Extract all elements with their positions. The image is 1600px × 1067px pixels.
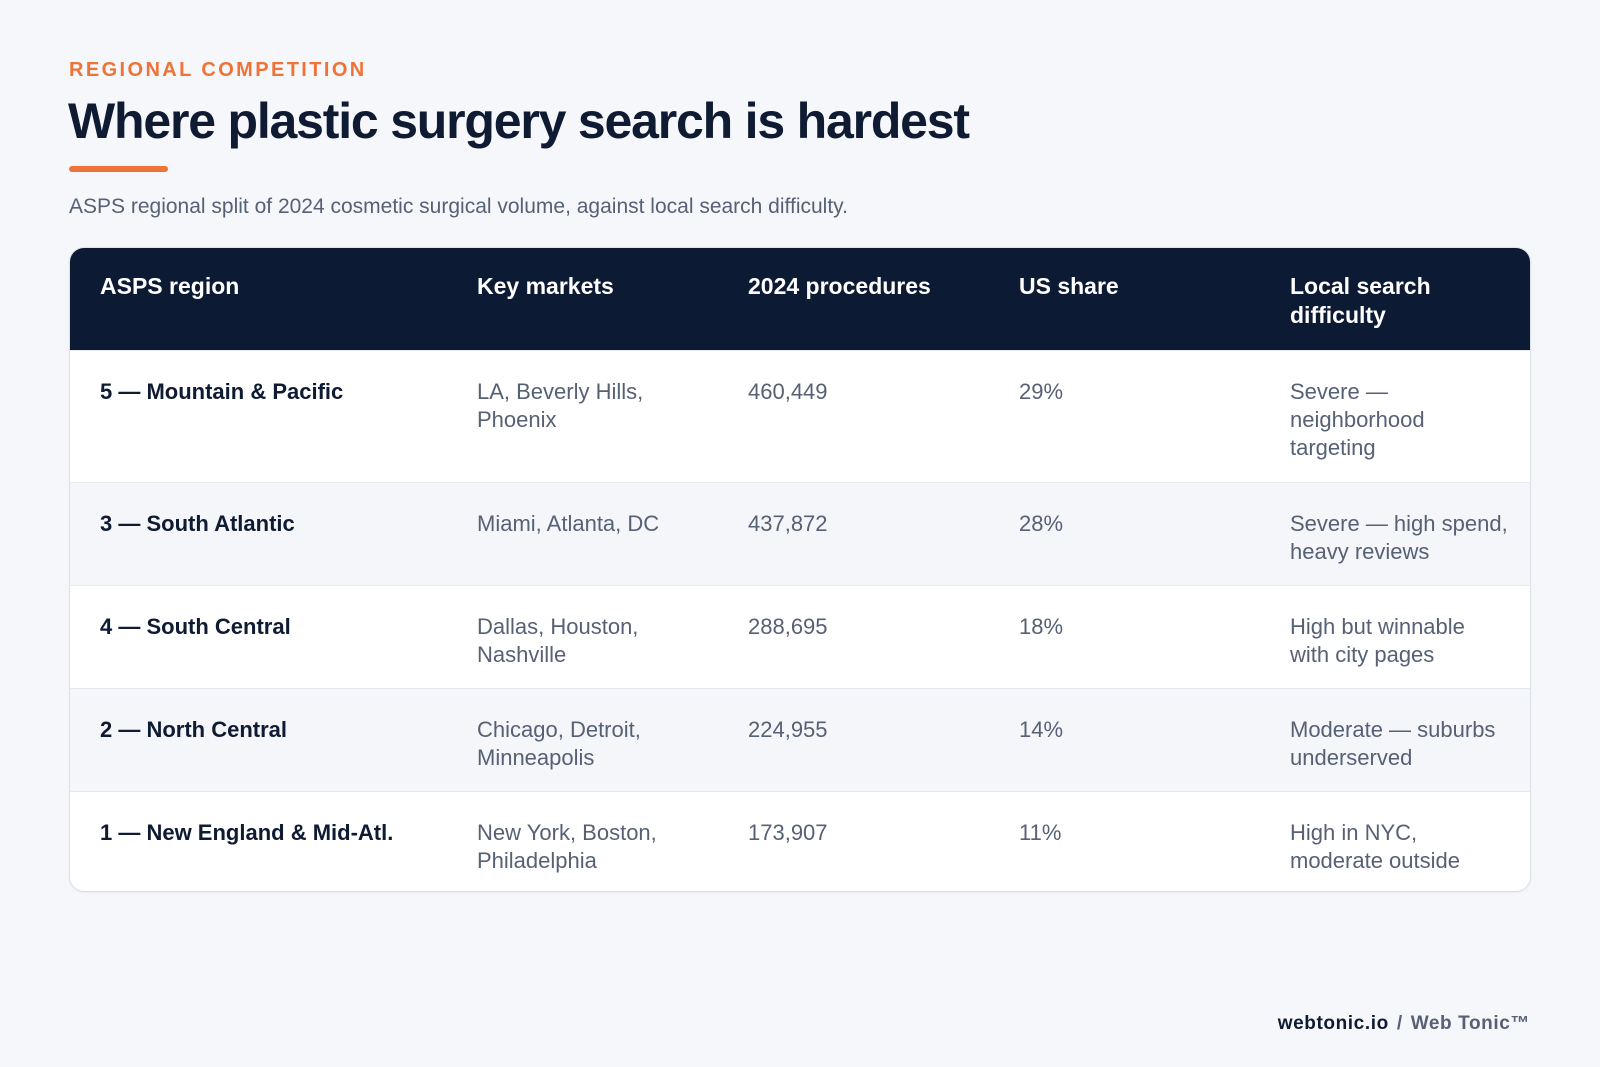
procedures-cell: 288,695 [748,613,828,639]
share-cell: 14% [1019,716,1064,742]
table-row: 2 — North Central Chicago, Detroit, Minn… [70,688,1530,791]
eyebrow-label: REGIONAL COMPETITION [69,59,367,81]
table-header: ASPS region Key markets 2024 procedures … [70,248,1530,350]
title-accent-rule [69,166,168,172]
footer-brand: Web Tonic™ [1410,1013,1530,1034]
footer-domain: webtonic.io [1277,1013,1389,1034]
column-header-markets: Key markets [477,273,614,299]
region-cell: 5 — Mountain & Pacific [100,378,344,404]
table-body: 5 — Mountain & Pacific LA, Beverly Hills… [70,350,1530,891]
footer-credit: webtonic.io / Web Tonic™ [1278,1013,1530,1035]
difficulty-cell: High in NYC, moderate outside [1290,819,1460,873]
difficulty-cell: Severe — neighborhood targeting [1290,378,1425,460]
data-table: ASPS region Key markets 2024 procedures … [70,248,1530,891]
region-cell: 3 — South Atlantic [100,510,295,536]
regional-competition-table: ASPS region Key markets 2024 procedures … [70,248,1530,891]
table-row: 4 — South Central Dallas, Houston, Nashv… [70,585,1530,688]
difficulty-cell: Severe — high spend, heavy reviews [1290,510,1508,564]
markets-cell: Dallas, Houston, Nashville [477,613,639,667]
column-header-region: ASPS region [100,273,240,299]
markets-cell: Miami, Atlanta, DC [477,510,660,536]
procedures-cell: 173,907 [748,819,828,845]
region-cell: 4 — South Central [100,613,291,639]
procedures-cell: 437,872 [748,510,828,536]
table-row: 3 — South Atlantic Miami, Atlanta, DC 43… [70,482,1530,585]
markets-cell: LA, Beverly Hills, Phoenix [477,378,644,432]
procedures-cell: 224,955 [748,716,828,742]
share-cell: 11% [1019,819,1062,845]
markets-cell: New York, Boston, Philadelphia [477,819,657,873]
share-cell: 29% [1019,378,1064,404]
column-header-difficulty: Local search difficulty [1290,273,1431,328]
share-cell: 28% [1019,510,1064,536]
page-subtitle: ASPS regional split of 2024 cosmetic sur… [69,195,848,218]
region-cell: 1 — New England & Mid-Atl. [100,819,394,845]
header-row: ASPS region Key markets 2024 procedures … [70,248,1530,350]
difficulty-cell: High but winnable with city pages [1290,613,1465,667]
table-row: 1 — New England & Mid-Atl. New York, Bos… [70,791,1530,891]
footer-separator: / [1396,1013,1403,1034]
column-header-procedures: 2024 procedures [748,273,931,299]
procedures-cell: 460,449 [748,378,828,404]
column-header-share: US share [1019,273,1119,299]
share-cell: 18% [1019,613,1064,639]
table-row: 5 — Mountain & Pacific LA, Beverly Hills… [70,350,1530,482]
difficulty-cell: Moderate — suburbs underserved [1290,716,1496,770]
region-cell: 2 — North Central [100,716,288,742]
page-title: Where plastic surgery search is hardest [68,93,970,149]
markets-cell: Chicago, Detroit, Minneapolis [477,716,641,770]
